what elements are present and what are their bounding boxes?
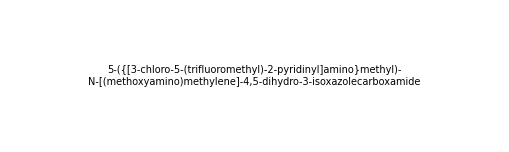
Text: 5-({[3-chloro-5-(trifluoromethyl)-2-pyridinyl]amino}methyl)-
N-[(methoxyamino)me: 5-({[3-chloro-5-(trifluoromethyl)-2-pyri… — [89, 65, 420, 87]
